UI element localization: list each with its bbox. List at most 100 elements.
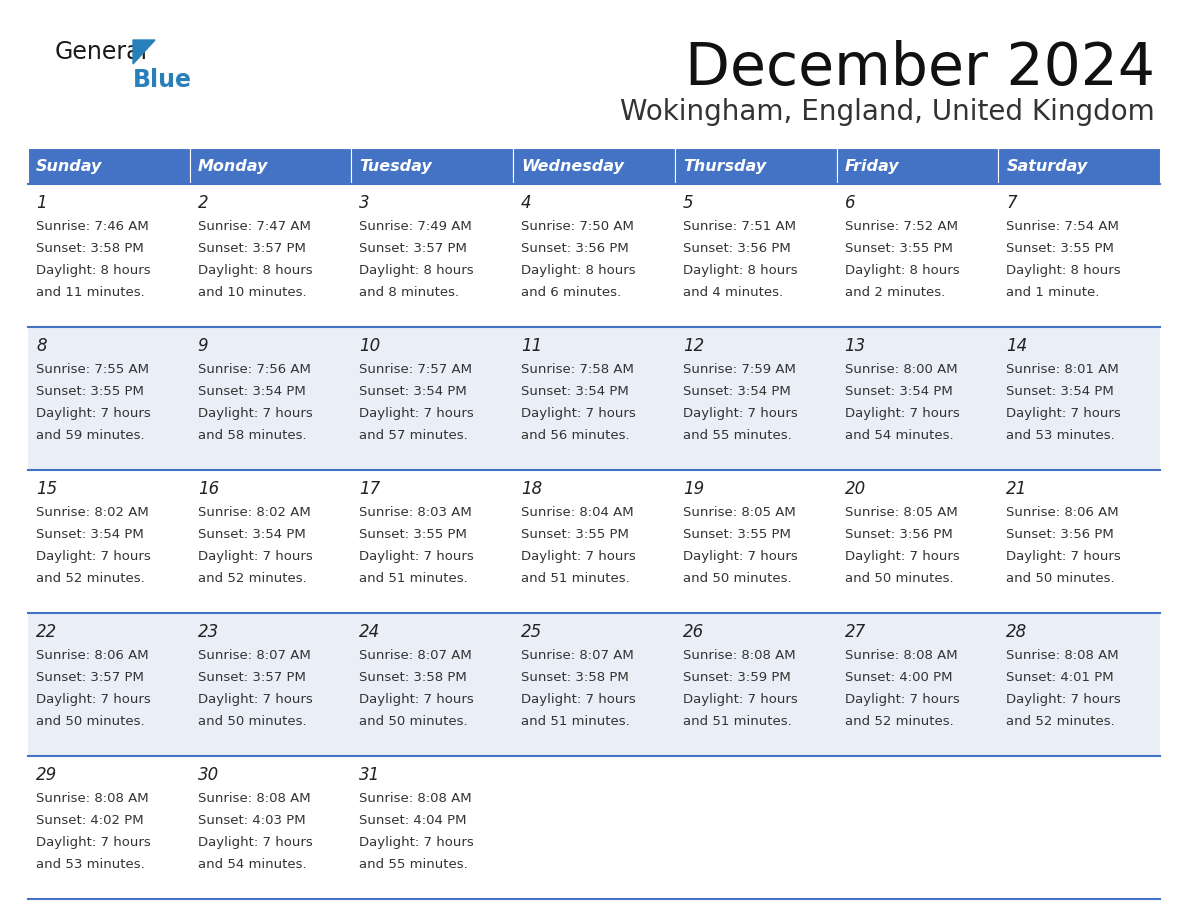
Text: Sunrise: 7:57 AM: Sunrise: 7:57 AM: [360, 363, 473, 376]
Text: Sunset: 4:04 PM: Sunset: 4:04 PM: [360, 814, 467, 827]
Text: 4: 4: [522, 194, 532, 212]
Text: Daylight: 8 hours: Daylight: 8 hours: [683, 264, 797, 277]
Text: Sunset: 3:55 PM: Sunset: 3:55 PM: [845, 242, 953, 255]
Text: 26: 26: [683, 623, 704, 641]
Text: 31: 31: [360, 766, 380, 784]
Text: Daylight: 7 hours: Daylight: 7 hours: [360, 693, 474, 706]
Text: Daylight: 7 hours: Daylight: 7 hours: [522, 693, 636, 706]
Text: Sunset: 3:54 PM: Sunset: 3:54 PM: [360, 385, 467, 398]
Text: Sunset: 3:55 PM: Sunset: 3:55 PM: [36, 385, 144, 398]
Text: Sunrise: 7:47 AM: Sunrise: 7:47 AM: [197, 220, 310, 233]
Text: and 51 minutes.: and 51 minutes.: [683, 715, 791, 728]
Text: and 50 minutes.: and 50 minutes.: [683, 572, 791, 585]
Text: Sunset: 3:55 PM: Sunset: 3:55 PM: [360, 528, 467, 541]
Text: Sunrise: 8:08 AM: Sunrise: 8:08 AM: [360, 792, 472, 805]
Text: 25: 25: [522, 623, 543, 641]
Text: and 53 minutes.: and 53 minutes.: [1006, 429, 1116, 442]
Text: 11: 11: [522, 337, 543, 355]
Text: and 51 minutes.: and 51 minutes.: [360, 572, 468, 585]
Text: Daylight: 8 hours: Daylight: 8 hours: [197, 264, 312, 277]
Text: Daylight: 7 hours: Daylight: 7 hours: [845, 407, 960, 420]
Bar: [675, 148, 836, 184]
Text: Sunrise: 8:08 AM: Sunrise: 8:08 AM: [1006, 649, 1119, 662]
Text: 7: 7: [1006, 194, 1017, 212]
Text: 13: 13: [845, 337, 866, 355]
Text: Daylight: 7 hours: Daylight: 7 hours: [683, 407, 797, 420]
Text: 3: 3: [360, 194, 369, 212]
Text: Sunrise: 7:49 AM: Sunrise: 7:49 AM: [360, 220, 472, 233]
Text: Sunset: 3:56 PM: Sunset: 3:56 PM: [1006, 528, 1114, 541]
Text: 28: 28: [1006, 623, 1028, 641]
Bar: [836, 148, 998, 184]
Text: 18: 18: [522, 480, 543, 498]
Text: 16: 16: [197, 480, 219, 498]
Text: Sunrise: 7:46 AM: Sunrise: 7:46 AM: [36, 220, 148, 233]
Text: and 53 minutes.: and 53 minutes.: [36, 858, 145, 871]
Text: and 54 minutes.: and 54 minutes.: [197, 858, 307, 871]
Text: Sunrise: 8:04 AM: Sunrise: 8:04 AM: [522, 506, 633, 519]
Text: 14: 14: [1006, 337, 1028, 355]
Text: Sunset: 3:57 PM: Sunset: 3:57 PM: [197, 242, 305, 255]
Bar: [190, 148, 352, 184]
Text: Daylight: 8 hours: Daylight: 8 hours: [36, 264, 151, 277]
Text: Daylight: 7 hours: Daylight: 7 hours: [197, 693, 312, 706]
Text: Daylight: 7 hours: Daylight: 7 hours: [360, 836, 474, 849]
Bar: [29, 184, 1159, 327]
Text: 19: 19: [683, 480, 704, 498]
Text: Daylight: 7 hours: Daylight: 7 hours: [845, 550, 960, 563]
Text: 17: 17: [360, 480, 380, 498]
Text: Sunset: 3:57 PM: Sunset: 3:57 PM: [360, 242, 467, 255]
Text: Sunset: 4:00 PM: Sunset: 4:00 PM: [845, 671, 952, 684]
Text: Daylight: 8 hours: Daylight: 8 hours: [845, 264, 959, 277]
Text: and 55 minutes.: and 55 minutes.: [360, 858, 468, 871]
Text: Sunrise: 8:03 AM: Sunrise: 8:03 AM: [360, 506, 472, 519]
Text: Sunrise: 8:02 AM: Sunrise: 8:02 AM: [197, 506, 310, 519]
Text: Sunday: Sunday: [36, 159, 102, 174]
Text: and 51 minutes.: and 51 minutes.: [522, 715, 630, 728]
Text: Sunset: 3:56 PM: Sunset: 3:56 PM: [845, 528, 953, 541]
Text: Daylight: 7 hours: Daylight: 7 hours: [683, 693, 797, 706]
Text: Sunrise: 7:52 AM: Sunrise: 7:52 AM: [845, 220, 958, 233]
Text: Sunset: 3:54 PM: Sunset: 3:54 PM: [522, 385, 628, 398]
Text: Blue: Blue: [133, 68, 192, 92]
Text: Daylight: 8 hours: Daylight: 8 hours: [522, 264, 636, 277]
Text: Sunset: 3:54 PM: Sunset: 3:54 PM: [1006, 385, 1114, 398]
Text: Daylight: 7 hours: Daylight: 7 hours: [197, 407, 312, 420]
Text: 29: 29: [36, 766, 57, 784]
Text: Sunset: 3:54 PM: Sunset: 3:54 PM: [197, 528, 305, 541]
Text: and 52 minutes.: and 52 minutes.: [845, 715, 953, 728]
Text: and 50 minutes.: and 50 minutes.: [360, 715, 468, 728]
Text: Sunrise: 7:59 AM: Sunrise: 7:59 AM: [683, 363, 796, 376]
Text: and 54 minutes.: and 54 minutes.: [845, 429, 953, 442]
Bar: [29, 327, 1159, 470]
Text: Daylight: 7 hours: Daylight: 7 hours: [36, 693, 151, 706]
Text: Sunrise: 8:07 AM: Sunrise: 8:07 AM: [522, 649, 634, 662]
Text: and 56 minutes.: and 56 minutes.: [522, 429, 630, 442]
Text: Sunset: 3:59 PM: Sunset: 3:59 PM: [683, 671, 790, 684]
Text: Sunrise: 7:54 AM: Sunrise: 7:54 AM: [1006, 220, 1119, 233]
Text: and 57 minutes.: and 57 minutes.: [360, 429, 468, 442]
Text: and 51 minutes.: and 51 minutes.: [522, 572, 630, 585]
Text: Daylight: 7 hours: Daylight: 7 hours: [1006, 550, 1121, 563]
Text: and 2 minutes.: and 2 minutes.: [845, 286, 944, 299]
Text: Sunset: 3:55 PM: Sunset: 3:55 PM: [683, 528, 791, 541]
Text: Sunrise: 8:07 AM: Sunrise: 8:07 AM: [197, 649, 310, 662]
Text: Daylight: 7 hours: Daylight: 7 hours: [683, 550, 797, 563]
Text: 20: 20: [845, 480, 866, 498]
Text: Sunrise: 8:07 AM: Sunrise: 8:07 AM: [360, 649, 472, 662]
Text: Sunrise: 8:06 AM: Sunrise: 8:06 AM: [36, 649, 148, 662]
Text: 15: 15: [36, 480, 57, 498]
Text: and 52 minutes.: and 52 minutes.: [36, 572, 145, 585]
Text: 6: 6: [845, 194, 855, 212]
Text: and 50 minutes.: and 50 minutes.: [36, 715, 145, 728]
Text: Sunset: 4:02 PM: Sunset: 4:02 PM: [36, 814, 144, 827]
Text: General: General: [55, 40, 148, 64]
Text: Daylight: 7 hours: Daylight: 7 hours: [845, 693, 960, 706]
Polygon shape: [133, 40, 154, 64]
Text: and 4 minutes.: and 4 minutes.: [683, 286, 783, 299]
Text: Sunrise: 8:08 AM: Sunrise: 8:08 AM: [36, 792, 148, 805]
Text: Wokingham, England, United Kingdom: Wokingham, England, United Kingdom: [620, 98, 1155, 126]
Text: Daylight: 7 hours: Daylight: 7 hours: [36, 836, 151, 849]
Text: Sunrise: 8:05 AM: Sunrise: 8:05 AM: [845, 506, 958, 519]
Text: 30: 30: [197, 766, 219, 784]
